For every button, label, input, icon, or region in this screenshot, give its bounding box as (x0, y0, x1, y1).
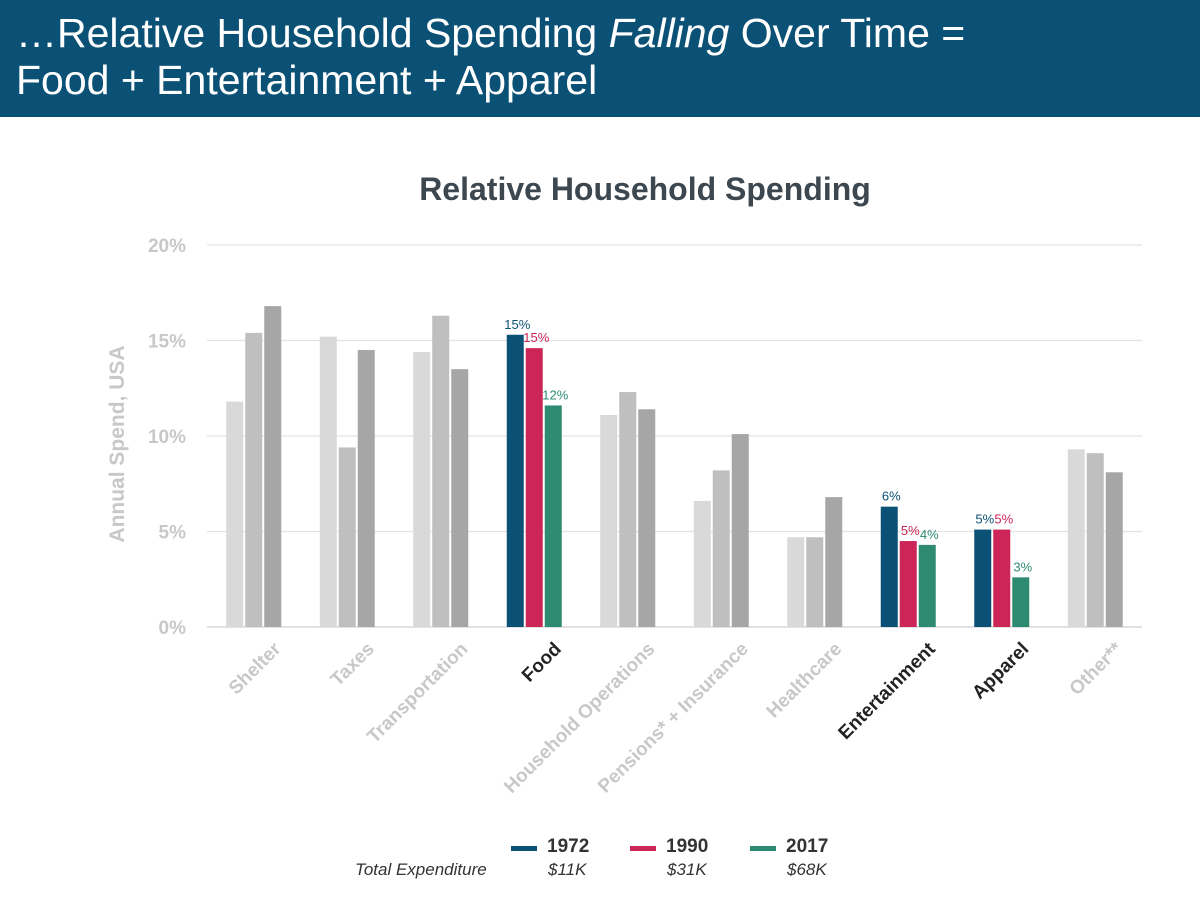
bar-other-1990 (1086, 453, 1104, 627)
data-label-entertainment-1990: 5% (901, 523, 920, 538)
bar-other-1972 (1067, 449, 1085, 627)
legend-swatch-2017 (750, 846, 776, 851)
data-label-apparel-2017: 3% (1013, 559, 1032, 574)
y-tick-label-15: 15% (148, 332, 186, 353)
bars (226, 306, 1123, 627)
bar-household-operations-1972 (600, 414, 618, 627)
y-tick-label-10: 10% (148, 427, 186, 448)
relative-spending-chart: Relative Household Spending Annual Spend… (106, 171, 1142, 798)
bar-food-1990 (525, 348, 543, 627)
bar-healthcare-1972 (787, 537, 805, 627)
bar-apparel-1972 (974, 529, 992, 627)
data-label-entertainment-1972: 6% (882, 489, 901, 504)
legend-swatch-1972 (511, 846, 537, 851)
bar-taxes-1990 (338, 447, 356, 627)
y-tick-label-20: 20% (148, 236, 186, 257)
header-banner: …Relative Household Spending Falling Ove… (0, 0, 1200, 117)
data-label-entertainment-2017: 4% (920, 527, 939, 542)
bar-transportation-2017 (451, 369, 469, 627)
bar-apparel-1990 (993, 529, 1011, 627)
legend-year-1972: 1972 (547, 836, 590, 857)
bar-taxes-2017 (357, 350, 375, 627)
bar-household-operations-2017 (638, 409, 656, 627)
bar-transportation-1972 (413, 351, 431, 627)
legend-year-2017: 2017 (786, 836, 829, 857)
total-expenditure-2017: $68K (787, 860, 827, 879)
bar-shelter-1972 (226, 401, 244, 627)
bar-household-operations-1990 (619, 392, 637, 627)
x-tick-label-pensions-insurance: Pensions* + Insurance (594, 639, 753, 798)
bar-entertainment-1972 (880, 506, 898, 627)
page-title-line-2: Food + Entertainment + Apparel (16, 57, 598, 103)
title-part-2: Over Time = (729, 10, 966, 56)
bar-entertainment-1990 (899, 541, 917, 627)
page-title: …Relative Household Spending Falling Ove… (16, 10, 965, 104)
total-expenditure-1990: $31K (667, 860, 707, 879)
bar-shelter-1990 (245, 332, 263, 627)
x-tick-label-apparel: Apparel (968, 639, 1033, 704)
page-title-line-1: …Relative Household Spending Falling Ove… (16, 10, 965, 57)
title-part-1: …Relative Household Spending (16, 10, 609, 56)
legend-totals: Total Expenditure $11K $31K $68K (0, 860, 1200, 884)
y-tick-label-0: 0% (159, 618, 187, 639)
bar-food-2017 (544, 405, 562, 627)
legend-swatch-1990 (630, 846, 656, 851)
bar-entertainment-2017 (918, 544, 936, 627)
x-tick-label-transportation: Transportation (363, 639, 472, 748)
bar-taxes-1972 (319, 336, 337, 627)
bar-apparel-2017 (1012, 577, 1030, 627)
title-emphasis: Falling (608, 10, 730, 56)
y-axis-ticks: 0% 5% 10% 15% 20% (148, 236, 186, 639)
x-tick-label-household-operations: Household Operations (500, 639, 659, 798)
y-axis-label: Annual Spend, USA (106, 345, 129, 542)
data-label-apparel-1972: 5% (975, 512, 994, 527)
bar-other-2017 (1105, 472, 1123, 627)
data-label-apparel-1990: 5% (994, 512, 1013, 527)
bar-transportation-1990 (432, 315, 450, 627)
x-tick-label-other: Other** (1066, 638, 1128, 700)
bar-pensions-insurance-2017 (731, 434, 749, 627)
x-tick-label-taxes: Taxes (327, 639, 379, 691)
bar-food-1972 (506, 334, 524, 627)
x-tick-label-food: Food (518, 639, 566, 687)
x-tick-label-healthcare: Healthcare (763, 639, 847, 723)
legend-year-1990: 1990 (666, 836, 709, 857)
data-label-food-1990: 15% (523, 330, 549, 345)
chart-title: Relative Household Spending (419, 171, 871, 207)
total-expenditure-1972: $11K (548, 860, 587, 879)
x-tick-label-shelter: Shelter (225, 638, 286, 699)
data-label-food-2017: 12% (542, 387, 568, 402)
data-label-food-1972: 15% (504, 317, 530, 332)
total-expenditure-label: Total Expenditure (355, 860, 487, 879)
bar-healthcare-1990 (806, 537, 824, 627)
bar-shelter-2017 (264, 306, 282, 627)
data-labels: 15%15%12%6%5% 4%5% 5%3% (504, 317, 1032, 575)
y-tick-label-5: 5% (159, 523, 187, 544)
bar-pensions-insurance-1990 (712, 470, 730, 627)
bar-healthcare-2017 (825, 497, 843, 627)
x-tick-label-entertainment: Entertainment (835, 638, 941, 744)
bar-pensions-insurance-1972 (693, 500, 711, 627)
legend: 1972 1990 2017 (0, 836, 1200, 860)
